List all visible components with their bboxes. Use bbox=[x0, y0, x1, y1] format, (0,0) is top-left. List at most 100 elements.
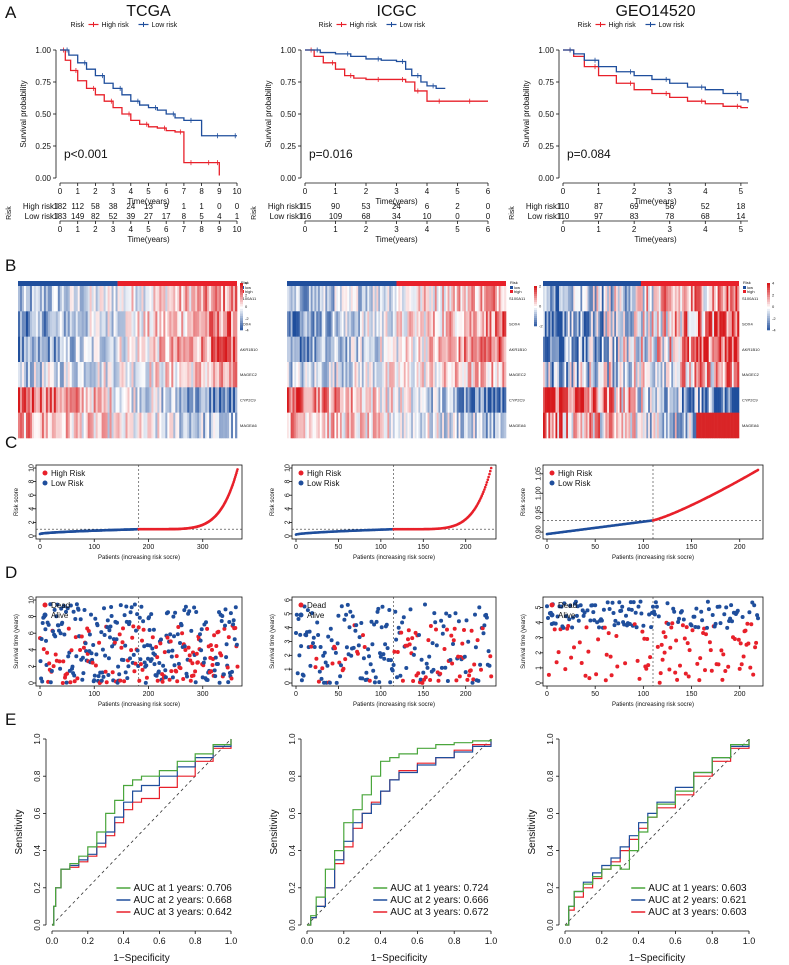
heatmap-cell bbox=[454, 387, 458, 413]
survival-point bbox=[426, 638, 431, 643]
heatmap-cell bbox=[667, 362, 670, 388]
roc-diagonal bbox=[51, 738, 232, 926]
heatmap-cell bbox=[409, 311, 412, 337]
survival-point bbox=[205, 626, 210, 631]
survival-point bbox=[697, 678, 702, 683]
heatmap-cell bbox=[374, 311, 377, 337]
heatmap-cell bbox=[343, 412, 346, 439]
heatmap-cell bbox=[434, 387, 437, 413]
survival-point bbox=[687, 648, 692, 653]
survival-point bbox=[685, 641, 690, 646]
risk-table-x-label: 4 bbox=[425, 225, 430, 234]
heatmap-cell bbox=[334, 286, 337, 312]
heatmap-cell bbox=[345, 412, 348, 439]
heatmap-cell bbox=[467, 387, 470, 413]
survival-point bbox=[233, 626, 238, 630]
heatmap-cell bbox=[167, 286, 170, 312]
risk-count: 112 bbox=[71, 202, 84, 211]
heatmap-cell bbox=[294, 311, 297, 337]
heatmap-cell bbox=[436, 286, 439, 312]
survival-point bbox=[317, 669, 322, 674]
x-tick-label: 0.8 bbox=[189, 936, 202, 946]
legend-dot-low bbox=[549, 480, 555, 486]
x-tick-label: 1.0 bbox=[485, 936, 498, 946]
heatmap-cell bbox=[179, 387, 182, 413]
heatmap-cell bbox=[550, 336, 553, 363]
heatmap-cell bbox=[546, 412, 549, 439]
heatmap-cell bbox=[469, 336, 472, 363]
survival-point bbox=[442, 647, 447, 651]
heatmap-cell bbox=[451, 387, 454, 413]
heatmap-cell bbox=[722, 336, 726, 363]
heatmap-cell bbox=[133, 387, 136, 413]
heatmap-cell bbox=[469, 286, 472, 312]
survival-point bbox=[669, 625, 674, 630]
x-tick-label: 0 bbox=[294, 691, 298, 698]
heatmap-cell bbox=[205, 336, 208, 363]
heatmap-cell bbox=[648, 311, 651, 337]
heatmap-cell bbox=[407, 286, 410, 312]
heatmap-cell bbox=[703, 336, 706, 363]
heatmap-cell bbox=[485, 412, 489, 439]
heatmap-cell bbox=[449, 362, 452, 388]
survival-point bbox=[428, 624, 433, 628]
heatmap-cell bbox=[665, 336, 669, 363]
survival-point bbox=[753, 645, 758, 650]
heatmap-cell bbox=[715, 336, 718, 363]
heatmap-cell bbox=[673, 311, 676, 337]
heatmap-cell bbox=[185, 362, 188, 388]
heatmap-cell bbox=[596, 336, 599, 363]
heatmap-cell bbox=[491, 362, 494, 388]
heatmap-cell bbox=[227, 286, 230, 312]
heatmap-cell bbox=[199, 286, 202, 312]
heatmap-cell bbox=[422, 286, 425, 312]
heatmap-scale-label: -4 bbox=[245, 328, 249, 333]
survival-point bbox=[345, 602, 350, 607]
heatmap-cell bbox=[621, 311, 624, 337]
legend-high-risk: High Risk bbox=[307, 469, 342, 478]
heatmap-cell bbox=[465, 286, 468, 312]
survival-point bbox=[46, 622, 51, 627]
x-tick-label: 10 bbox=[233, 187, 242, 196]
heatmap-cell bbox=[387, 387, 390, 413]
heatmap-gene-label: MAGEC2 bbox=[240, 372, 258, 377]
heatmap-cell bbox=[465, 412, 468, 439]
survival-point bbox=[484, 615, 489, 620]
heatmap-cell bbox=[728, 362, 731, 388]
survival-point bbox=[356, 643, 361, 648]
survival-point bbox=[667, 667, 672, 672]
heatmap-cell bbox=[363, 387, 366, 413]
heatmap-cell bbox=[352, 311, 355, 337]
heatmap-cell bbox=[113, 286, 116, 312]
survival-point bbox=[314, 656, 319, 661]
heatmap-gene-label: SOX4 bbox=[742, 322, 753, 327]
survival-point bbox=[708, 648, 713, 653]
heatmap-cell bbox=[676, 387, 679, 413]
heatmap-cell bbox=[308, 412, 312, 439]
heatmap-cell bbox=[562, 362, 565, 388]
heatmap-cell bbox=[305, 286, 308, 312]
heatmap-cell bbox=[553, 412, 556, 439]
heatmap-cell bbox=[423, 387, 427, 413]
heatmap-cell bbox=[157, 387, 160, 413]
heatmap-cell bbox=[605, 362, 608, 388]
heatmap-cell bbox=[385, 412, 388, 439]
heatmap-cell bbox=[350, 311, 354, 337]
heatmap-cell bbox=[436, 311, 439, 337]
y-tick-label: 1 bbox=[285, 667, 292, 671]
heatmap-cell bbox=[328, 387, 332, 413]
heatmap-cell bbox=[635, 286, 638, 312]
heatmap-legend-low: low bbox=[747, 285, 753, 290]
heatmap-cell bbox=[416, 387, 419, 413]
y-tick-label: 4 bbox=[285, 626, 292, 630]
heatmap-cell bbox=[427, 311, 430, 337]
heatmap-cell bbox=[207, 311, 210, 337]
heatmap-cell bbox=[582, 286, 585, 312]
heatmap-cell bbox=[671, 311, 674, 337]
y-tick-label: 0.00 bbox=[538, 174, 554, 183]
heatmap-cell bbox=[327, 387, 330, 413]
heatmap-cell bbox=[391, 387, 394, 413]
heatmap-cell bbox=[676, 336, 679, 363]
heatmap-cell bbox=[465, 311, 468, 337]
risk-count: 34 bbox=[392, 212, 401, 221]
